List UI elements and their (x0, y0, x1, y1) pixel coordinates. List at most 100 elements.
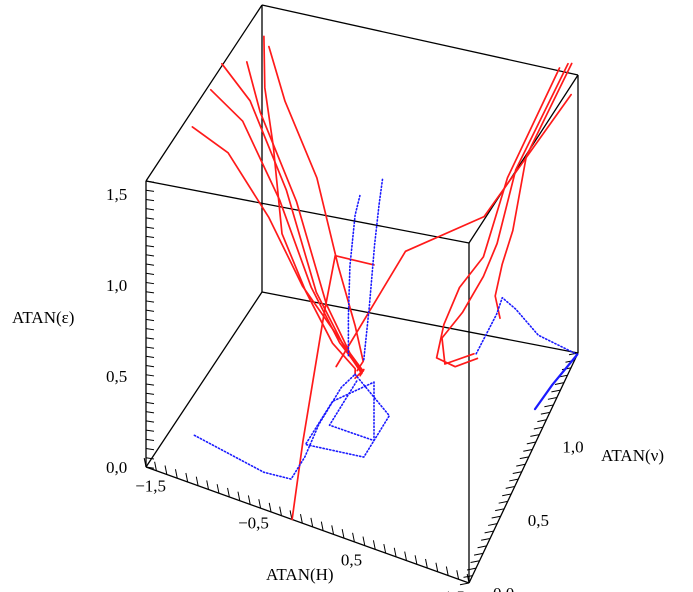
y-axis-tick (505, 486, 515, 489)
x-axis-tick (237, 491, 241, 501)
edge-top-back (261, 4, 579, 76)
bounding-box (145, 4, 579, 584)
z-axis-tick (145, 217, 155, 220)
y-axis-tick (512, 471, 522, 474)
z-axis-tick (145, 235, 155, 239)
series-curve-red (268, 45, 365, 372)
y-axis-tick (477, 545, 487, 549)
data-curves (191, 35, 579, 521)
edge-top-front (145, 180, 470, 244)
y-axis-tick (488, 523, 498, 526)
y-axis-label: ATAN(ν) (601, 446, 664, 465)
x-axis-tick (320, 521, 324, 531)
z-axis-tick (145, 383, 155, 386)
x-tick-label: −1,5 (135, 477, 166, 496)
z-tick-label: 1,5 (106, 185, 127, 204)
z-axis-tick (145, 466, 155, 469)
y-axis-tick (551, 389, 561, 393)
x-axis-tick (258, 499, 262, 509)
x-axis-label: ATAN(H) (266, 565, 334, 584)
z-axis-tick (145, 346, 155, 349)
x-axis-tick (372, 540, 376, 550)
z-axis-tick (145, 180, 155, 183)
edge-bottom-front (145, 466, 470, 584)
z-axis-tick (145, 328, 155, 331)
x-axis-tick (195, 476, 199, 486)
x-axis-tick (414, 555, 418, 565)
x-axis-tick (393, 547, 397, 557)
edge-top-left (145, 4, 263, 182)
series-curve-red (191, 126, 363, 377)
z-tick-label: 1,0 (106, 276, 127, 295)
x-axis-tick (227, 487, 230, 498)
y-axis-tick (459, 582, 470, 586)
x-tick-label: 1,5 (444, 587, 465, 592)
z-axis-label: ATAN(ε) (12, 308, 74, 327)
y-axis-tick (523, 448, 533, 452)
x-axis-tick (310, 517, 314, 527)
x-axis-tick (279, 506, 282, 516)
x-axis-tick (185, 472, 189, 483)
z-axis-tick (145, 226, 155, 229)
series-curve-blue (304, 373, 391, 458)
z-axis-tick (145, 420, 155, 423)
z-axis-tick (145, 429, 155, 432)
edge-bottom-back (261, 291, 579, 354)
z-tick-label: 0,0 (106, 458, 127, 477)
z-axis-tick (145, 337, 155, 340)
x-axis-tick (362, 536, 366, 546)
x-axis-tick (466, 573, 470, 584)
series-curve-blue (193, 373, 356, 480)
x-axis-tick (341, 528, 345, 539)
x-axis-tick (216, 484, 220, 494)
x-axis-tick (383, 543, 387, 554)
z-axis-tick (145, 411, 155, 414)
y-axis-tick (498, 500, 508, 504)
x-axis-tick (445, 566, 449, 576)
edge-bottom-left (145, 291, 263, 468)
series-curve-blue (533, 353, 579, 411)
y-axis-tick (516, 463, 526, 467)
series-curve-red (263, 35, 357, 376)
y-axis-tick (491, 515, 501, 519)
x-tick-label: 0,5 (341, 550, 362, 569)
z-axis-tick (145, 438, 155, 442)
z-axis-tick (145, 281, 155, 285)
y-axis-tick (502, 493, 512, 497)
y-axis-tick (547, 397, 558, 400)
z-axis-tick (145, 291, 155, 294)
z-axis-tick (145, 401, 155, 405)
y-axis-tick (480, 537, 491, 541)
z-tick-label: 0,5 (106, 367, 127, 386)
x-tick-label: −0,5 (238, 514, 269, 533)
series-curve-red (441, 62, 569, 365)
z-axis-tick (145, 309, 155, 312)
x-axis-tick (352, 532, 355, 542)
y-axis-tick (554, 382, 565, 385)
y-axis-tick (544, 404, 554, 408)
y-axis-tick (509, 478, 519, 482)
x-axis-tick (425, 558, 428, 569)
y-axis-tick (540, 411, 550, 415)
z-axis-tick (145, 457, 155, 460)
series-curve-red (435, 67, 561, 368)
edge-top-right (468, 74, 579, 244)
y-axis-tick (470, 560, 480, 564)
series-curve-red (245, 61, 365, 380)
z-axis-tick (145, 254, 155, 257)
y-axis-tick (537, 419, 547, 423)
y-axis-tick (495, 508, 505, 512)
x-axis-tick (268, 502, 272, 513)
z-axis-tick (145, 208, 155, 211)
tick-labels: −1,5 −0,5 0,5 1,5 0,0 0,5 1,0 0,0 0,5 1,0 1,5 (106, 185, 584, 592)
z-axis-tick (145, 318, 155, 322)
x-axis-tick (154, 461, 157, 471)
y-axis-tick (484, 530, 494, 534)
x-axis-tick (247, 495, 251, 505)
z-axis-tick (145, 263, 155, 266)
axes (143, 180, 579, 586)
x-axis-tick (404, 551, 407, 561)
y-tick-label: 1,0 (562, 438, 583, 457)
x-axis-tick (143, 457, 147, 468)
